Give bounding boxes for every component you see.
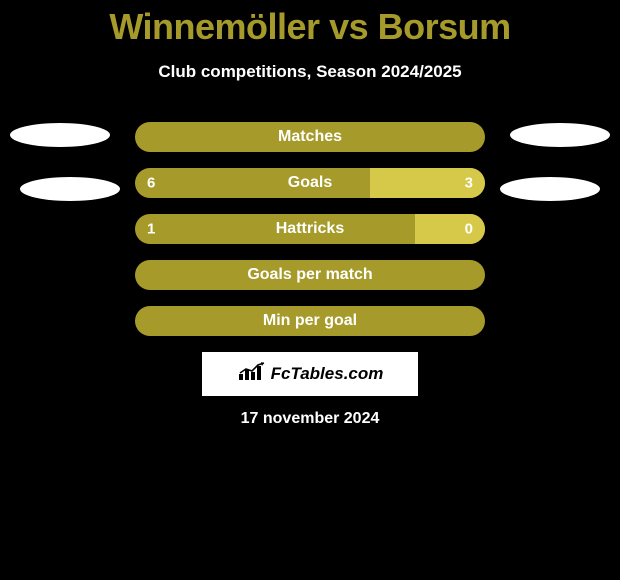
stat-label: Hattricks <box>276 220 344 238</box>
stat-row-goals-per-match: Goals per match <box>135 260 485 290</box>
chart-icon <box>237 362 267 387</box>
stat-left-value: 6 <box>147 175 155 192</box>
stat-right-value: 3 <box>465 175 473 192</box>
stat-label: Goals <box>288 174 332 192</box>
site-logo-text: FcTables.com <box>271 364 384 384</box>
stat-right-value: 0 <box>465 221 473 238</box>
player-photo-left-2 <box>20 177 120 201</box>
stats-area: Matches 6 Goals 3 1 Hattricks 0 Goals pe… <box>0 122 620 428</box>
stat-label: Goals per match <box>247 266 372 284</box>
subtitle: Club competitions, Season 2024/2025 <box>0 62 620 82</box>
stat-row-hattricks: 1 Hattricks 0 <box>135 214 485 244</box>
stat-left-value: 1 <box>147 221 155 238</box>
player-photo-right-2 <box>500 177 600 201</box>
site-logo[interactable]: FcTables.com <box>202 352 418 396</box>
date-label: 17 november 2024 <box>0 410 620 428</box>
stat-label: Matches <box>278 128 342 146</box>
stat-fill-right <box>415 214 485 244</box>
stat-row-min-per-goal: Min per goal <box>135 306 485 336</box>
player-photo-left-1 <box>10 123 110 147</box>
stat-row-goals: 6 Goals 3 <box>135 168 485 198</box>
page-title: Winnemöller vs Borsum <box>0 0 620 48</box>
player-photo-right-1 <box>510 123 610 147</box>
stat-row-matches: Matches <box>135 122 485 152</box>
stat-label: Min per goal <box>263 312 357 330</box>
